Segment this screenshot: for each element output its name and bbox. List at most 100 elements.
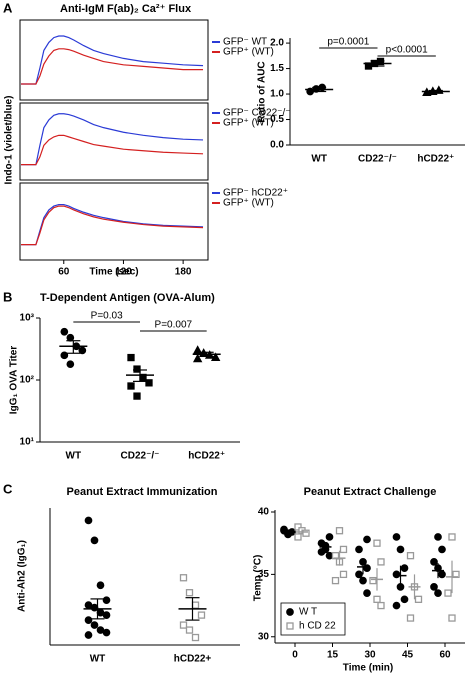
data-point	[355, 545, 363, 554]
y-tick-label: 30	[258, 631, 270, 642]
data-point	[434, 533, 442, 541]
chart-title: T-Dependent Antigen (OVA-Alum)	[40, 292, 215, 304]
data-point	[325, 533, 334, 541]
data-point	[363, 564, 371, 572]
flux-trace	[20, 113, 204, 166]
x-tick-label: 60	[58, 267, 70, 278]
data-point	[127, 382, 135, 390]
data-point	[90, 621, 99, 629]
flux-trace	[20, 205, 204, 246]
y-tick-label: 10¹	[20, 437, 35, 448]
y-tick-label: 1.0	[270, 89, 284, 100]
flux-trace	[20, 48, 204, 85]
x-axis-label: Time (min)	[343, 663, 393, 674]
data-point	[392, 533, 401, 541]
annotation: p=0.0001	[327, 37, 369, 48]
data-point	[294, 523, 302, 531]
data-point	[373, 595, 381, 603]
data-point	[191, 633, 200, 642]
data-point	[331, 576, 340, 585]
data-point	[448, 614, 456, 622]
data-point	[185, 589, 194, 597]
panel-label: B	[3, 289, 12, 304]
chart-title: Peanut Extract Immunization	[67, 486, 218, 498]
y-axis-label: Temp (°C)	[253, 555, 264, 602]
x-tick-label: 30	[364, 650, 376, 661]
data-point	[192, 353, 203, 363]
x-tick-label: 60	[439, 650, 451, 661]
data-point	[302, 529, 310, 537]
data-point	[102, 611, 111, 619]
data-point	[317, 548, 326, 556]
data-point	[84, 516, 93, 525]
data-point	[179, 621, 188, 629]
data-point	[102, 596, 111, 605]
data-point	[127, 353, 135, 362]
data-point	[430, 558, 438, 566]
legend-label: h CD 22	[299, 621, 336, 632]
data-point	[406, 614, 415, 622]
data-point	[90, 603, 99, 612]
data-point	[210, 352, 221, 362]
legend-label: GFP⁻ WT	[223, 37, 267, 48]
chart-title: Anti-IgM F(ab)₂ Ca²⁺ Flux	[60, 3, 192, 15]
data-point	[66, 360, 75, 369]
data-point	[90, 536, 99, 545]
y-tick-label: 1.5	[270, 63, 284, 74]
y-tick-label: 10²	[20, 375, 35, 386]
legend-swatch	[286, 622, 294, 630]
data-point	[377, 558, 385, 566]
data-point	[363, 535, 371, 544]
data-point	[197, 611, 206, 619]
data-point	[414, 595, 423, 603]
legend-label: GFP⁺ (WT)	[223, 118, 274, 129]
plot-frame	[19, 19, 209, 101]
x-tick-label: 45	[402, 650, 414, 661]
x-tick-label: WT	[66, 451, 82, 462]
x-tick-label: 0	[292, 650, 298, 661]
data-point	[406, 552, 415, 560]
data-point	[392, 570, 401, 579]
data-point	[392, 601, 401, 610]
data-point	[179, 574, 188, 582]
panel-label: A	[3, 0, 13, 15]
annotation: P=0.007	[155, 320, 193, 331]
y-tick-label: 10³	[20, 313, 35, 324]
x-tick-label: CD22⁻/⁻	[358, 154, 397, 165]
y-axis-label: Anti-Ah2 (IgG₁)	[17, 540, 28, 612]
x-tick-label: hCD22⁺	[417, 154, 454, 165]
data-point	[60, 351, 69, 360]
data-point	[192, 345, 203, 354]
data-point	[438, 570, 446, 579]
data-point	[294, 533, 302, 541]
data-point	[191, 601, 200, 609]
data-point	[438, 545, 446, 554]
data-point	[363, 589, 371, 597]
legend-box	[280, 602, 346, 636]
plot-frame	[19, 182, 209, 261]
annotation: p<0.0001	[386, 45, 428, 56]
data-point	[66, 333, 75, 342]
x-tick-label: CD22⁻/⁻	[121, 451, 160, 462]
data-point	[84, 616, 93, 624]
chart-title: Peanut Extract Challenge	[304, 486, 437, 498]
annotation: P=0.03	[91, 311, 123, 322]
legend-label: GFP⁻ CD22⁻/⁻	[223, 108, 291, 119]
data-point	[60, 327, 69, 336]
data-point	[434, 589, 442, 597]
legend-label: GFP⁺ (WT)	[223, 198, 274, 209]
y-tick-label: 2.0	[270, 38, 284, 49]
data-point	[359, 576, 367, 585]
data-point	[133, 365, 141, 373]
data-point	[377, 601, 385, 610]
data-point	[102, 628, 111, 637]
x-axis-label: Time (sec)	[89, 267, 138, 278]
x-tick-label: 15	[327, 650, 339, 661]
data-point	[185, 626, 194, 634]
plot-frame	[19, 102, 209, 181]
y-tick-label: 0.5	[270, 114, 284, 125]
y-axis-label: IgG₁ OVA Titer	[9, 346, 20, 415]
data-point	[400, 564, 409, 572]
legend-label: GFP⁻ hCD22⁺	[223, 188, 288, 199]
